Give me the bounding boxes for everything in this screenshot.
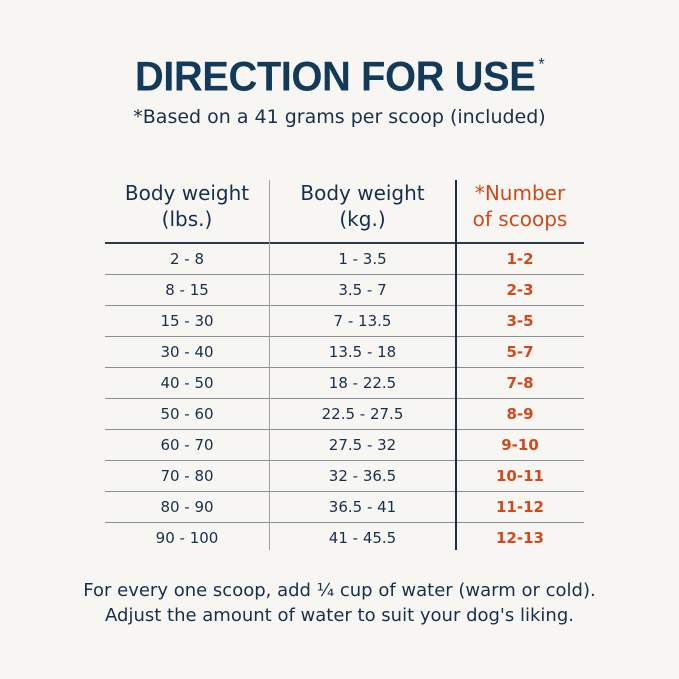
table-row: 70 - 80 32 - 36.5 10-11 (105, 461, 584, 492)
table-row: 80 - 90 36.5 - 41 11-12 (105, 492, 584, 523)
cell-scoops: 11-12 (496, 498, 544, 516)
table-header: Body weight (lbs.) Body weight (kg.) *Numb… (105, 178, 584, 244)
column-divider-bold (455, 180, 457, 550)
table-row: 30 - 40 13.5 - 18 5-7 (105, 337, 584, 368)
title-asterisk: * (538, 55, 545, 74)
cell-lbs: 60 - 70 (160, 436, 214, 454)
column-divider (269, 180, 270, 550)
cell-scoops: 12-13 (496, 529, 544, 547)
cell-kg: 13.5 - 18 (328, 343, 397, 361)
subtitle: *Based on a 41 grams per scoop (included… (133, 106, 546, 128)
table-row: 40 - 50 18 - 22.5 7-8 (105, 368, 584, 399)
cell-scoops: 3-5 (506, 312, 534, 330)
cell-scoops: 2-3 (506, 281, 534, 299)
cell-kg: 18 - 22.5 (328, 374, 397, 392)
table-row: 50 - 60 22.5 - 27.5 8-9 (105, 399, 584, 430)
cell-kg: 22.5 - 27.5 (321, 405, 404, 423)
cell-lbs: 40 - 50 (160, 374, 214, 392)
title-text: DIRECTION FOR USE (134, 53, 536, 101)
dosage-table: Body weight (lbs.) Body weight (kg.) *Numb… (105, 178, 584, 553)
header-scoops: *Number of scoops (472, 181, 568, 231)
cell-lbs: 2 - 8 (169, 250, 205, 268)
footer-line: Adjust the amount of water to suit your … (105, 605, 574, 626)
cell-lbs: 70 - 80 (160, 467, 214, 485)
cell-scoops: 5-7 (506, 343, 534, 361)
cell-lbs: 30 - 40 (160, 343, 214, 361)
cell-kg: 36.5 - 41 (328, 498, 397, 516)
footer-note: For every one scoop, add ¼ cup of water … (0, 578, 679, 628)
cell-kg: 32 - 36.5 (328, 467, 397, 485)
cell-kg: 7 - 13.5 (333, 312, 392, 330)
table-row: 90 - 100 41 - 45.5 12-13 (105, 523, 584, 553)
cell-kg: 1 - 3.5 (338, 250, 387, 268)
table-row: 2 - 8 1 - 3.5 1-2 (105, 244, 584, 275)
header-kg: Body weight (kg.) (300, 181, 425, 231)
cell-scoops: 7-8 (506, 374, 534, 392)
cell-scoops: 1-2 (506, 250, 534, 268)
footer-line: For every one scoop, add ¼ cup of water … (83, 580, 596, 601)
cell-lbs: 8 - 15 (165, 281, 209, 299)
cell-scoops: 10-11 (496, 467, 544, 485)
cell-scoops: 8-9 (506, 405, 534, 423)
table-row: 8 - 15 3.5 - 7 2-3 (105, 275, 584, 306)
table-row: 60 - 70 27.5 - 32 9-10 (105, 430, 584, 461)
page-title: DIRECTION FOR USE * (0, 54, 679, 101)
table-row: 15 - 30 7 - 13.5 3-5 (105, 306, 584, 337)
cell-lbs: 15 - 30 (160, 312, 214, 330)
cell-scoops: 9-10 (501, 436, 539, 454)
cell-kg: 41 - 45.5 (328, 529, 397, 547)
cell-lbs: 90 - 100 (155, 529, 219, 547)
cell-kg: 27.5 - 32 (328, 436, 397, 454)
cell-lbs: 50 - 60 (160, 405, 214, 423)
header-lbs: Body weight (lbs.) (124, 181, 250, 231)
cell-kg: 3.5 - 7 (338, 281, 387, 299)
cell-lbs: 80 - 90 (160, 498, 214, 516)
